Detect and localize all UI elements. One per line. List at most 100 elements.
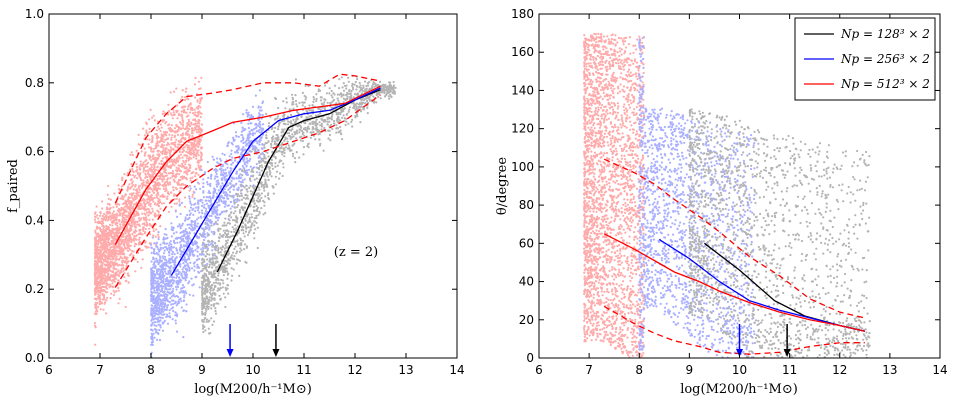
scatter-point (105, 250, 108, 253)
scatter-point (138, 219, 141, 222)
scatter-point (142, 181, 145, 184)
scatter-point (248, 168, 251, 171)
scatter-point (138, 217, 141, 220)
scatter-point (147, 161, 150, 164)
scatter-point (153, 276, 156, 280)
scatter-point (322, 149, 325, 152)
scatter-point (186, 108, 189, 111)
scatter-point (160, 133, 163, 136)
scatter-point (180, 224, 184, 227)
scatter-point (235, 182, 238, 185)
scatter-point (161, 150, 164, 153)
scatter-point (173, 127, 177, 130)
scatter-point (128, 199, 131, 203)
scatter-point (121, 215, 124, 218)
scatter-point (184, 105, 187, 108)
scatter-point (94, 288, 97, 291)
scatter-point (179, 127, 182, 130)
scatter-point (165, 134, 168, 137)
scatter-point (153, 196, 156, 199)
scatter-point (162, 135, 165, 138)
scatter-point (144, 217, 147, 220)
scatter-point (194, 222, 197, 225)
scatter-point (106, 260, 109, 263)
scatter-point (153, 212, 157, 215)
scatter-point (203, 206, 206, 209)
scatter-point (176, 215, 179, 218)
scatter-point (161, 157, 165, 160)
scatter-point (114, 259, 117, 262)
scatter-point (204, 171, 207, 174)
scatter-point (144, 169, 147, 172)
scatter-point (159, 248, 162, 251)
scatter-point (129, 228, 132, 231)
scatter-point (147, 208, 150, 211)
scatter-point (171, 161, 174, 164)
scatter-point (165, 155, 168, 159)
scatter-point (113, 235, 116, 238)
scatter-point (167, 291, 170, 294)
scatter-point (157, 248, 160, 251)
scatter-point (162, 247, 165, 250)
scatter-point (274, 183, 277, 186)
scatter-point (151, 218, 154, 221)
scatter-point (111, 216, 114, 219)
scatter-point (103, 250, 106, 254)
scatter-point (111, 255, 114, 258)
scatter-point (188, 231, 191, 234)
scatter-point (236, 188, 239, 191)
scatter-point (217, 162, 220, 165)
scatter-point (159, 300, 162, 303)
scatter-point (164, 227, 167, 231)
scatter-point (151, 116, 154, 119)
scatter-point (172, 111, 175, 114)
scatter-point (180, 162, 184, 165)
scatter-point (110, 274, 113, 277)
scatter-point (261, 157, 264, 161)
scatter-point (241, 239, 245, 242)
scatter-point (161, 322, 164, 325)
scatter-point (175, 188, 178, 191)
scatter-point (190, 123, 193, 126)
scatter-point (166, 322, 170, 325)
scatter-point (150, 319, 153, 322)
scatter-point (97, 232, 100, 235)
scatter-point (207, 224, 210, 227)
scatter-point (104, 274, 107, 277)
scatter-point (117, 279, 120, 282)
scatter-point (153, 275, 157, 278)
scatter-point (258, 143, 261, 146)
scatter-point (205, 318, 208, 321)
scatter-point (109, 249, 112, 252)
scatter-point (206, 160, 209, 164)
scatter-point (263, 204, 266, 207)
scatter-point (237, 145, 240, 148)
scatter-point (146, 190, 149, 194)
scatter-point (121, 208, 124, 211)
scatter-point (169, 275, 172, 278)
scatter-point (183, 175, 186, 178)
scatter-point (148, 227, 151, 230)
scatter-point (109, 246, 112, 249)
scatter-point (187, 123, 190, 126)
scatter-point (258, 128, 261, 131)
scatter-point (304, 98, 307, 101)
scatter-point (197, 149, 200, 152)
scatter-point (196, 225, 199, 228)
scatter-point (103, 213, 106, 216)
scatter-point (172, 130, 175, 133)
scatter-point (138, 191, 141, 194)
scatter-point (108, 216, 111, 219)
scatter-point (243, 163, 246, 166)
scatter-point (180, 114, 183, 117)
scatter-point (134, 270, 137, 273)
scatter-point (192, 250, 195, 253)
scatter-point (207, 176, 210, 179)
scatter-point (188, 120, 191, 123)
scatter-point (157, 205, 161, 208)
scatter-point (354, 80, 357, 84)
scatter-point (213, 187, 216, 190)
scatter-point (260, 130, 263, 134)
scatter-point (195, 157, 198, 160)
scatter-point (112, 294, 115, 297)
